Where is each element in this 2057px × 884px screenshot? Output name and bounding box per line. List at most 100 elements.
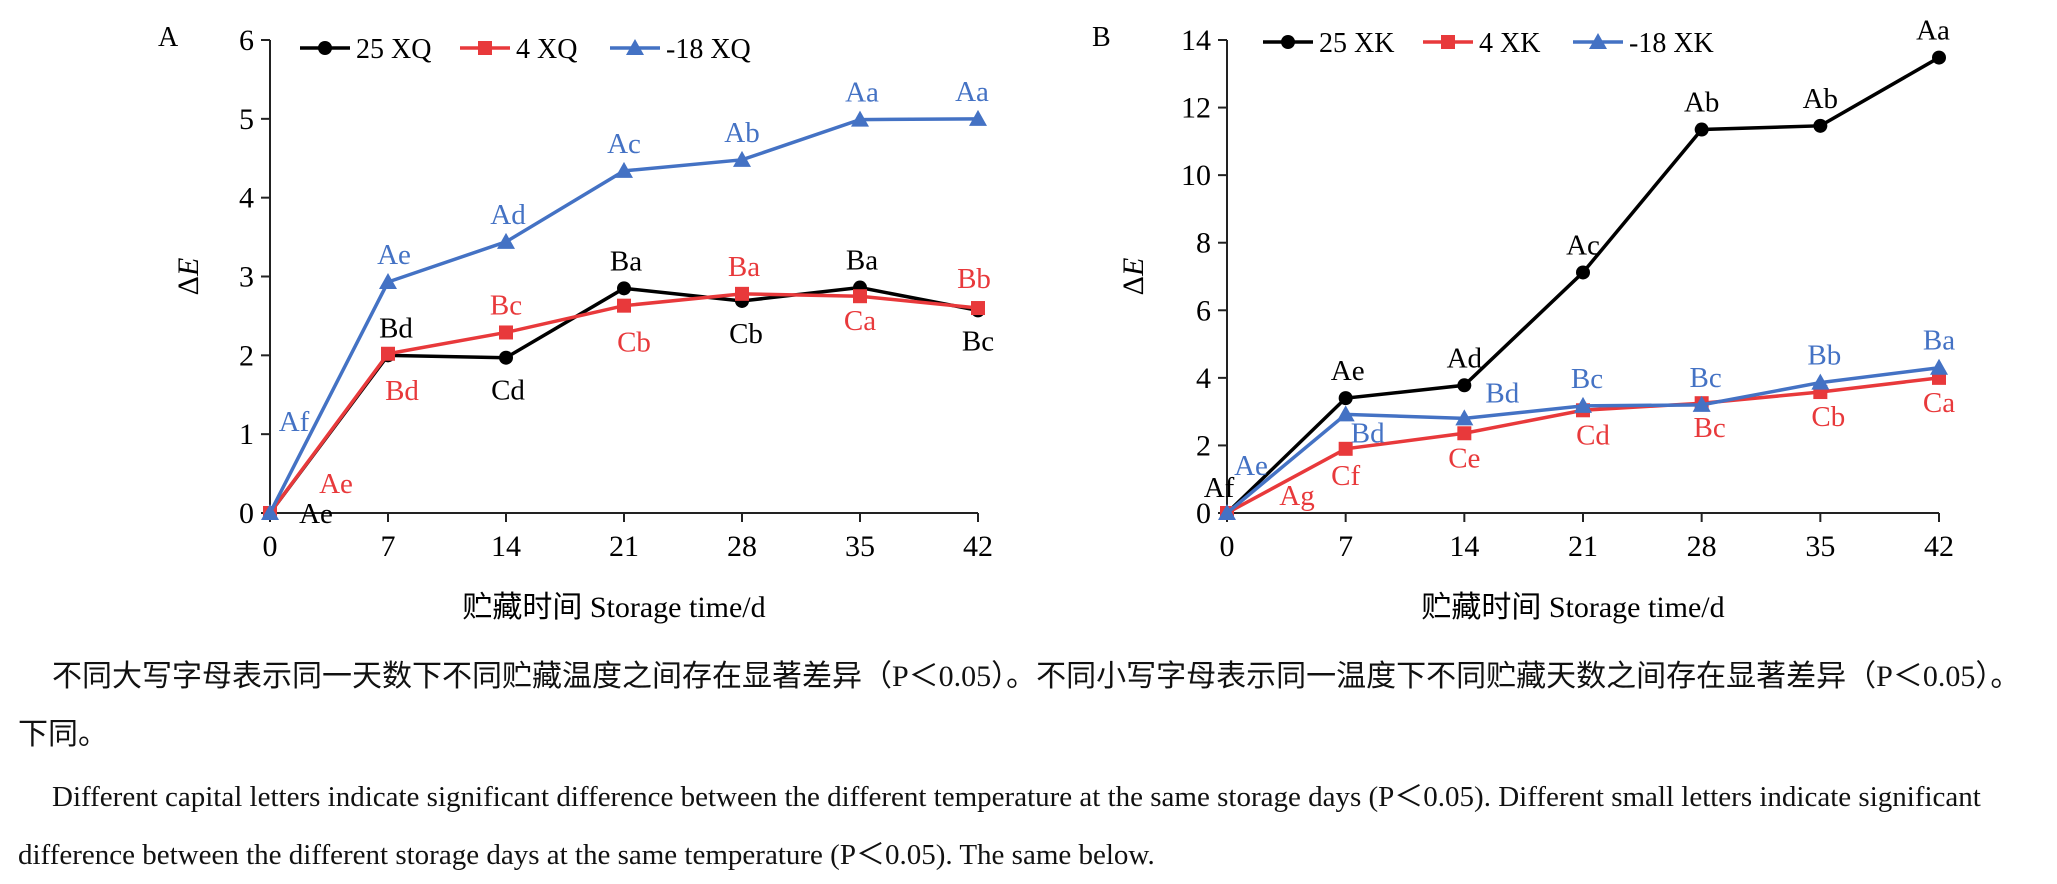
data-point (497, 232, 515, 249)
y-tick-label: 3 (239, 261, 254, 294)
y-tick-label: 4 (1196, 362, 1211, 395)
series--18-XK: Ae Bd Bd Bc Bc Bb Ba (1218, 325, 1955, 520)
data-label: Aa (845, 77, 879, 109)
legend-label: 4 XQ (516, 34, 577, 65)
x-tick-label: 0 (263, 530, 278, 563)
data-point (617, 281, 631, 296)
data-point (1336, 405, 1355, 422)
series-4-XQ: Ae Bd Bc Cb Ba Ca Bb (263, 251, 991, 520)
data-point (499, 350, 513, 365)
panel-label: B (1092, 22, 1111, 53)
data-label: Bc (490, 289, 522, 321)
data-label: Bc (1571, 363, 1603, 395)
data-point (615, 161, 633, 178)
data-point (617, 298, 631, 313)
y-tick-label: 0 (239, 497, 254, 530)
data-label: Ab (724, 117, 759, 149)
data-label: Bd (1351, 417, 1385, 449)
data-point (1576, 265, 1590, 280)
y-tick-label: 2 (1196, 429, 1211, 462)
data-label: Ac (1566, 229, 1600, 261)
data-label: Bb (957, 263, 991, 295)
legend-label: 25 XQ (356, 34, 431, 65)
data-point (499, 325, 513, 340)
data-label: Ad (1447, 342, 1483, 374)
data-point (1338, 441, 1353, 456)
y-tick-label: 8 (1196, 227, 1211, 260)
y-tick-label: 14 (1181, 24, 1211, 57)
chart-panel-A: 0 1 2 3 4 5 6 0 7 14 21 28 35 42 A ΔE 贮藏时间 Storage time/… (158, 22, 994, 624)
data-point (1338, 391, 1353, 406)
data-label: Bd (385, 375, 419, 407)
x-tick-label: 0 (1220, 530, 1235, 563)
x-tick-label: 7 (1338, 530, 1353, 563)
data-point (851, 110, 869, 127)
chart-panel-B: 0 2 4 6 8 10 12 14 0 7 14 21 28 35 42 B ΔE 贮藏时间 Storage t… (1092, 15, 1955, 624)
legend-item: 4 XQ (460, 34, 577, 65)
data-label: Ce (1448, 442, 1480, 474)
y-tick-label: 1 (239, 418, 254, 451)
series-25-XQ: Ae Bd Cd Ba Cb Ba Bc (263, 245, 994, 530)
data-label: Ca (844, 305, 876, 337)
data-point (1811, 373, 1830, 390)
data-label: Bb (1807, 340, 1841, 372)
data-label: Cf (1331, 460, 1360, 492)
x-tick-label: 28 (1687, 530, 1717, 563)
data-point (1932, 50, 1946, 65)
data-label: Ae (1234, 450, 1268, 482)
data-label: Ba (1923, 325, 1955, 357)
x-tick-label: 42 (963, 530, 993, 563)
x-axis-title: 贮藏时间 Storage time/d (1421, 591, 1724, 624)
data-label: Ba (610, 245, 642, 277)
y-tick-label: 2 (239, 339, 254, 372)
legend-label: -18 XK (1629, 28, 1714, 59)
data-point (1218, 504, 1236, 520)
legend-label: 25 XK (1319, 28, 1394, 59)
x-axis-title: 贮藏时间 Storage time/d (462, 591, 765, 624)
data-point (1694, 122, 1709, 137)
data-point (381, 346, 395, 361)
panel-label: A (158, 22, 179, 53)
data-point (1930, 358, 1948, 375)
x-tick-label: 14 (1449, 530, 1479, 563)
data-label: Af (1204, 472, 1235, 504)
series-4-XK: Ag Cf Ce Cd Bc Cb Ca (1220, 370, 1955, 520)
y-tick-label: 4 (239, 182, 254, 215)
legend-item: 25 XK (1263, 28, 1394, 59)
data-label: Ab (1803, 83, 1838, 115)
data-label: Ae (377, 239, 411, 271)
y-tick-label: 0 (1196, 497, 1211, 530)
data-point (735, 286, 749, 301)
legend-label: 4 XK (1479, 28, 1540, 59)
data-label: Cd (491, 375, 525, 407)
data-point (1457, 378, 1472, 393)
data-label: Bc (962, 325, 994, 357)
x-tick-label: 35 (845, 530, 875, 563)
y-axis-title: ΔE (172, 258, 205, 296)
data-point (1692, 395, 1711, 412)
data-label: Ae (1331, 355, 1365, 387)
caption-chinese: 不同大写字母表示同一天数下不同贮藏温度之间存在显著差异（P＜0.05）。不同小写… (18, 660, 2021, 751)
data-point (971, 301, 985, 316)
x-tick-label: 14 (491, 530, 521, 563)
data-point (853, 289, 867, 304)
data-label: Ba (728, 251, 760, 283)
legend-marker (478, 41, 492, 55)
data-label: Bc (1694, 412, 1726, 444)
legend-marker (626, 39, 644, 55)
data-label: Aa (1916, 15, 1950, 47)
data-point (1574, 396, 1592, 413)
legend-marker (318, 41, 332, 55)
data-label: Ag (1279, 480, 1314, 512)
data-label: Bd (1485, 377, 1519, 409)
data-point (1457, 426, 1472, 441)
x-tick-label: 42 (1924, 530, 1954, 563)
data-label: Ba (846, 245, 878, 277)
data-label: Ca (1923, 387, 1955, 419)
data-label: Cb (1811, 401, 1845, 433)
y-tick-label: 10 (1181, 159, 1211, 192)
data-label: Ab (1684, 87, 1719, 119)
data-point (1455, 409, 1474, 426)
